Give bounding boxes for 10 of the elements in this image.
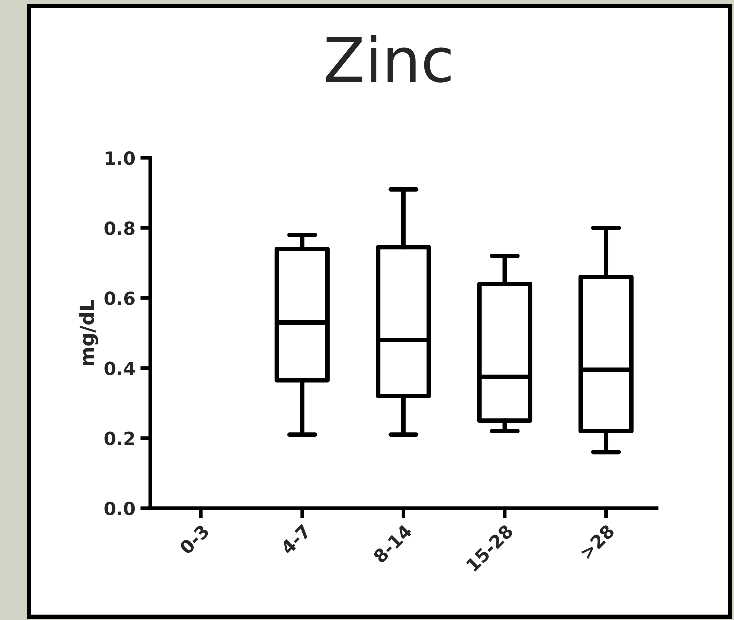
y-axis-title: mg/dL — [79, 300, 98, 366]
y-tick-label: 0.8 — [104, 222, 135, 236]
y-tick-label: 0.0 — [104, 502, 136, 516]
y-tick-label: 0.2 — [104, 432, 134, 446]
x-tick-label: 4-7 — [280, 524, 312, 556]
chart-title: Zinc — [326, 36, 451, 83]
x-tick-label: 0-3 — [178, 524, 210, 556]
y-tick-label: 1.0 — [106, 152, 136, 166]
y-tick-label: 0.4 — [104, 362, 136, 376]
y-tick-label: 0.6 — [104, 292, 135, 306]
